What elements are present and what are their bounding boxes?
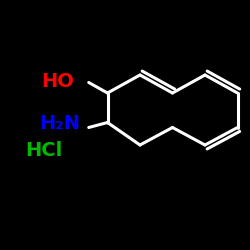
Text: HCl: HCl xyxy=(25,140,62,160)
Text: H₂N: H₂N xyxy=(39,114,80,133)
Text: HO: HO xyxy=(41,72,74,91)
